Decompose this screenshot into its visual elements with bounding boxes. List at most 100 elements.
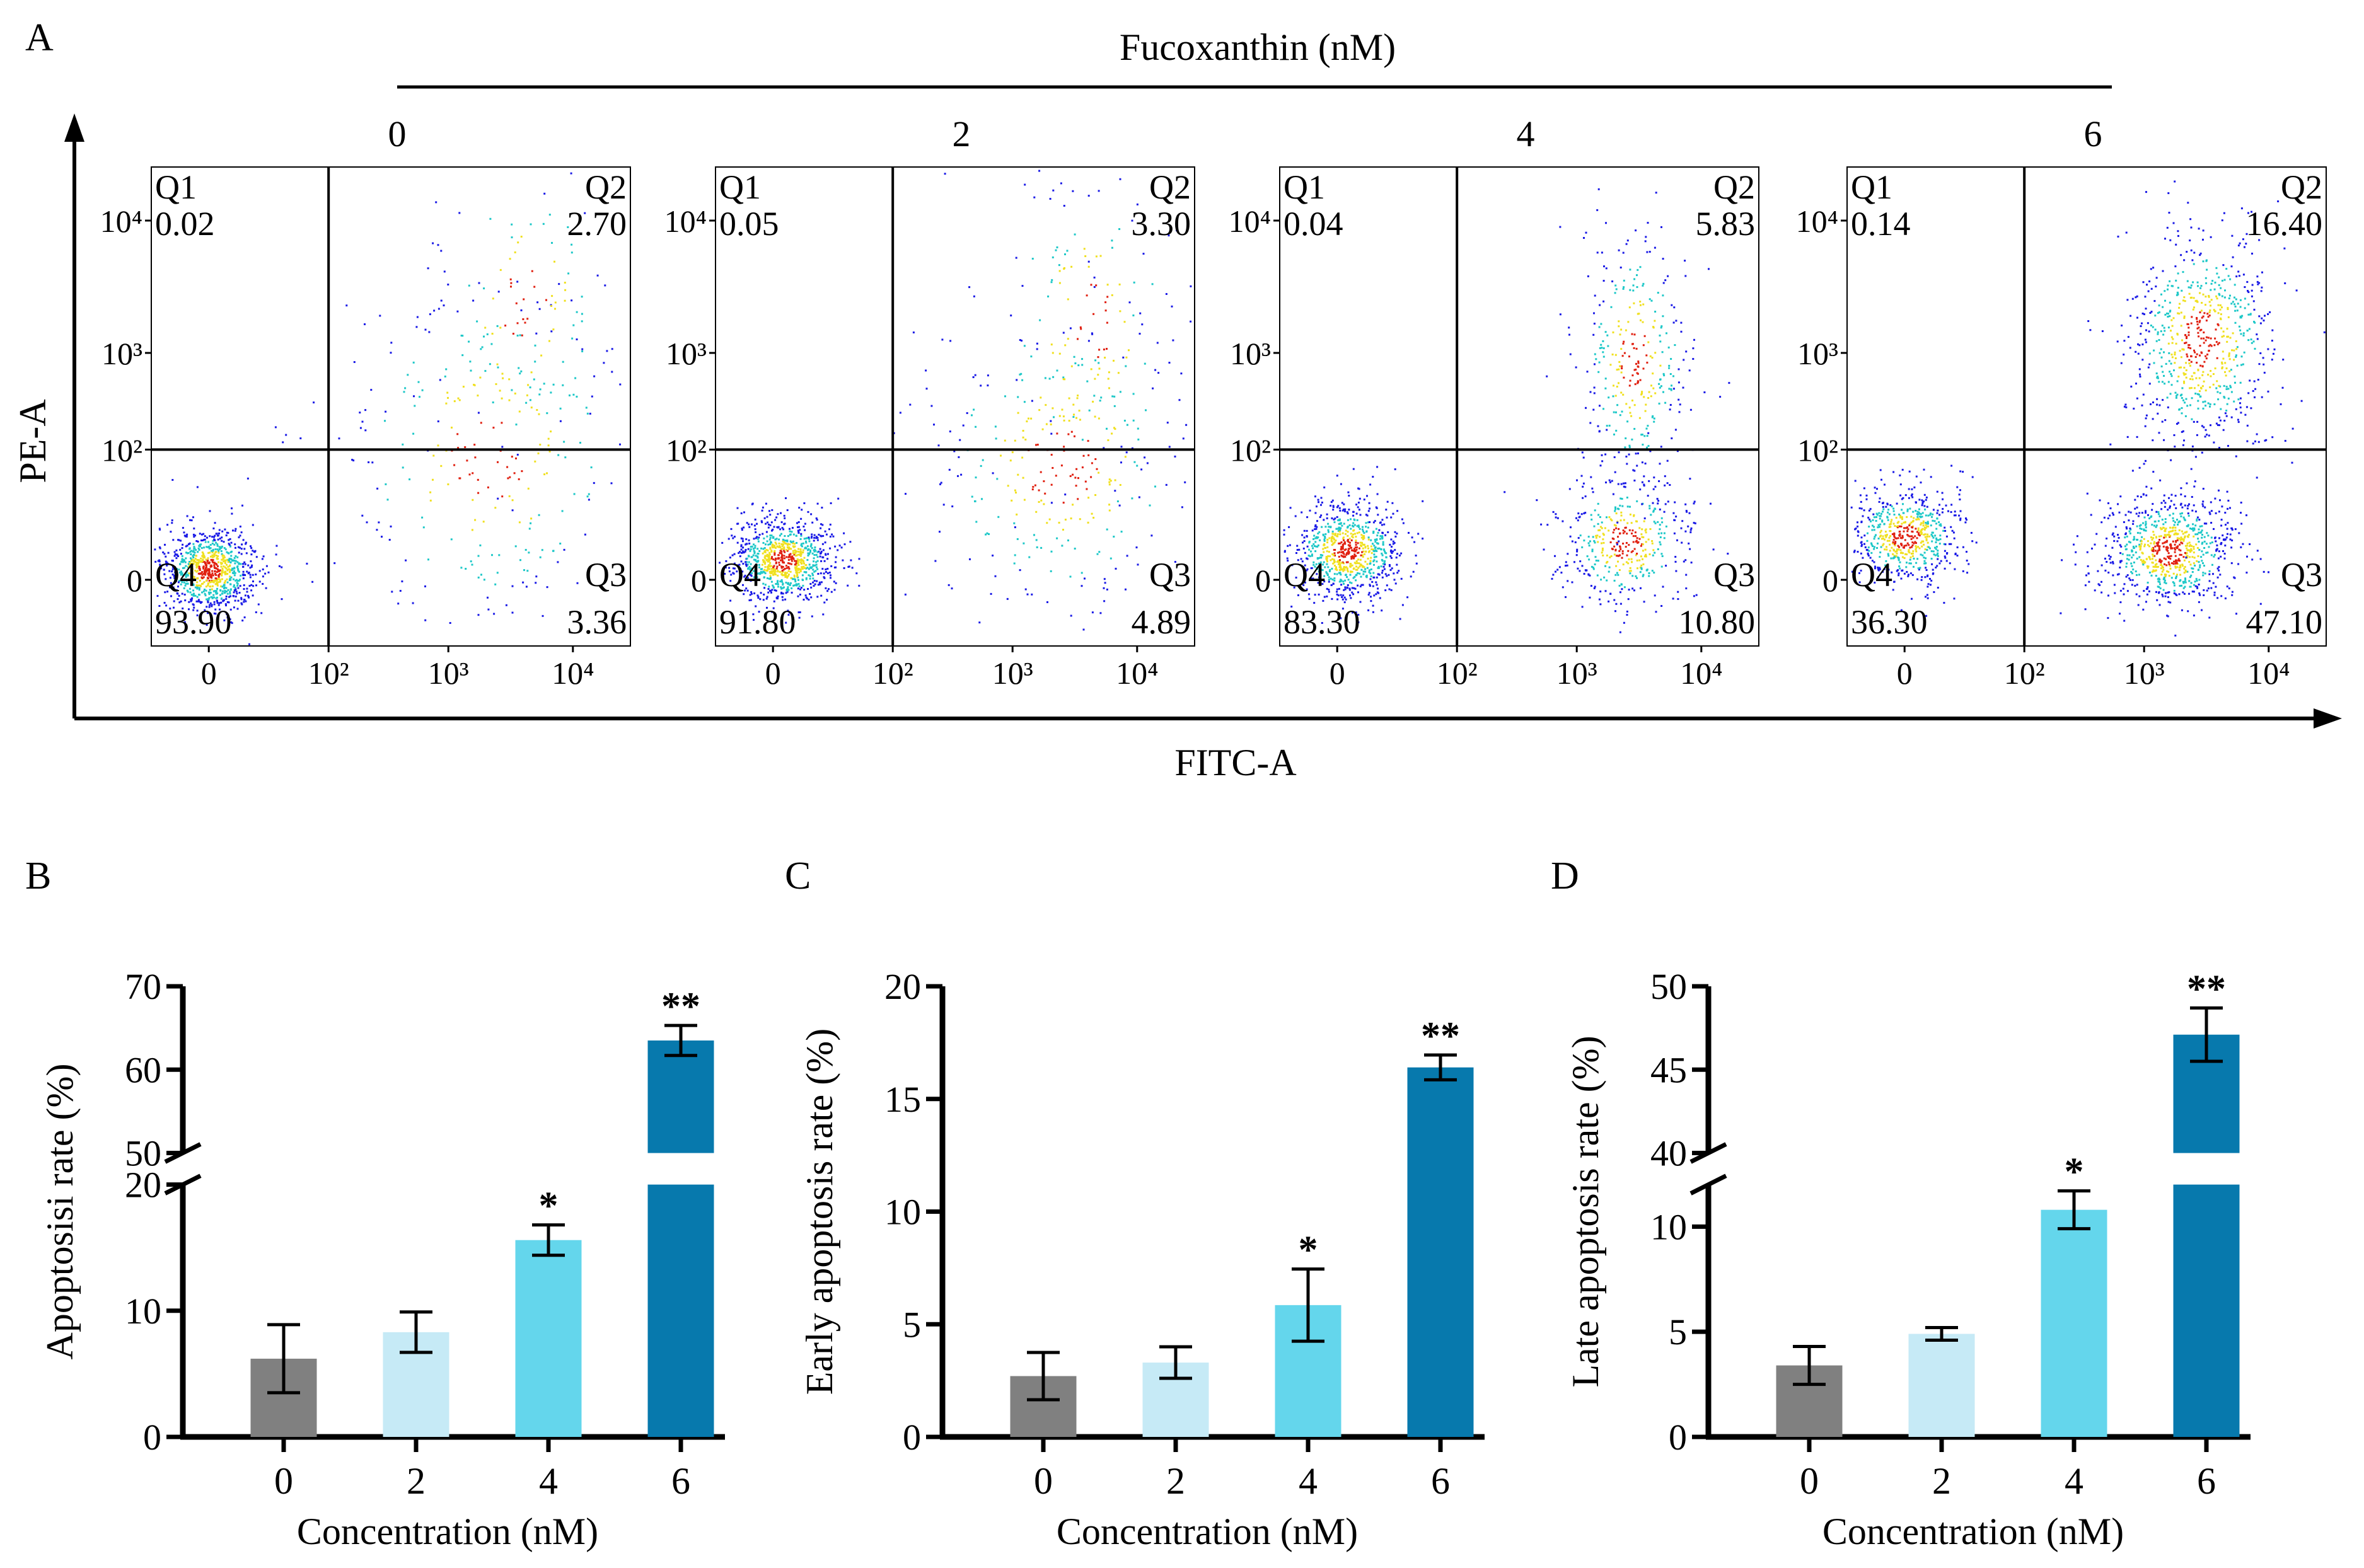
- event-dot: [175, 580, 177, 582]
- event-dot: [527, 384, 530, 386]
- event-dot: [206, 546, 208, 548]
- event-dot: [228, 579, 231, 581]
- event-dot: [1022, 430, 1024, 432]
- event-dot: [835, 582, 837, 584]
- event-dot: [1556, 568, 1559, 571]
- event-dot: [738, 552, 740, 554]
- event-dot: [756, 564, 758, 567]
- event-dot: [224, 548, 227, 551]
- event-dot: [1677, 368, 1680, 371]
- event-dot: [1932, 536, 1935, 539]
- event-dot: [2182, 580, 2184, 583]
- event-dot: [1099, 612, 1102, 614]
- event-dot: [1899, 549, 1902, 551]
- event-dot: [787, 556, 790, 558]
- event-dot: [165, 555, 167, 558]
- event-dot: [803, 556, 806, 559]
- event-dot: [1621, 556, 1623, 559]
- event-dot: [492, 427, 495, 429]
- event-dot: [586, 495, 589, 498]
- event-dot: [2193, 528, 2196, 531]
- event-dot: [1376, 550, 1378, 552]
- event-dot: [1878, 512, 1880, 514]
- event-dot: [1921, 499, 1923, 502]
- event-dot: [576, 311, 578, 313]
- event-dot: [758, 563, 760, 566]
- event-dot: [785, 565, 787, 567]
- event-dot: [1601, 347, 1603, 349]
- event-dot: [2194, 580, 2196, 583]
- event-dot: [1047, 295, 1050, 297]
- event-dot: [1917, 527, 1920, 529]
- event-dot: [774, 553, 776, 556]
- event-dot: [1546, 524, 1549, 526]
- event-dot: [761, 521, 763, 524]
- event-dot: [1868, 526, 1870, 528]
- event-dot: [186, 515, 188, 517]
- event-dot: [1654, 320, 1656, 322]
- event-dot: [1647, 432, 1650, 434]
- event-dot: [1865, 549, 1868, 551]
- event-dot: [2117, 503, 2119, 505]
- event-dot: [1891, 533, 1894, 536]
- event-dot: [786, 550, 789, 552]
- event-dot: [207, 600, 209, 602]
- event-dot: [1370, 596, 1372, 598]
- event-dot: [805, 541, 808, 544]
- event-dot: [1898, 531, 1901, 533]
- q4-label: Q4: [1283, 556, 1325, 594]
- event-dot: [170, 582, 172, 584]
- event-dot: [1359, 541, 1362, 544]
- event-dot: [1422, 538, 1424, 540]
- event-dot: [215, 597, 217, 599]
- event-dot: [829, 547, 831, 550]
- event-dot: [1106, 427, 1108, 430]
- event-dot: [1609, 481, 1611, 483]
- event-dot: [182, 543, 184, 546]
- event-dot: [2152, 558, 2153, 560]
- event-dot: [1316, 573, 1318, 575]
- event-dot: [1595, 560, 1597, 562]
- event-dot: [407, 374, 409, 376]
- event-dot: [1638, 313, 1640, 315]
- event-dot: [229, 583, 231, 585]
- event-dot: [769, 536, 772, 539]
- event-dot: [1384, 534, 1387, 536]
- event-dot: [376, 487, 379, 490]
- event-dot: [772, 528, 774, 531]
- event-dot: [1581, 606, 1584, 608]
- event-dot: [1915, 542, 1917, 545]
- event-dot: [779, 580, 782, 583]
- event-dot: [1356, 568, 1359, 571]
- event-dot: [157, 560, 159, 562]
- event-dot: [1932, 513, 1934, 516]
- event-dot: [2208, 573, 2211, 575]
- q4-value: 83.30: [1283, 603, 1360, 641]
- event-dot: [1353, 550, 1355, 552]
- event-dot: [1350, 539, 1353, 541]
- event-dot: [1662, 585, 1664, 588]
- event-dot: [1953, 537, 1956, 539]
- event-dot: [1935, 537, 1938, 539]
- event-dot: [1357, 572, 1359, 574]
- event-dot: [1882, 510, 1884, 513]
- event-dot: [275, 553, 277, 556]
- event-dot: [904, 593, 907, 596]
- event-dot: [429, 313, 431, 316]
- event-dot: [1394, 549, 1396, 551]
- event-dot: [753, 552, 756, 555]
- event-dot: [353, 361, 356, 363]
- event-dot: [1587, 574, 1590, 576]
- event-dot: [789, 570, 792, 573]
- event-dot: [1379, 538, 1381, 540]
- event-dot: [792, 542, 794, 545]
- event-dot: [1889, 535, 1892, 538]
- event-dot: [550, 330, 553, 333]
- event-dot: [1944, 567, 1946, 570]
- event-dot: [944, 173, 946, 175]
- event-dot: [427, 558, 429, 561]
- event-dot: [1343, 549, 1346, 551]
- event-dot: [1092, 313, 1095, 315]
- event-dot: [1926, 536, 1928, 538]
- event-dot: [1369, 483, 1372, 486]
